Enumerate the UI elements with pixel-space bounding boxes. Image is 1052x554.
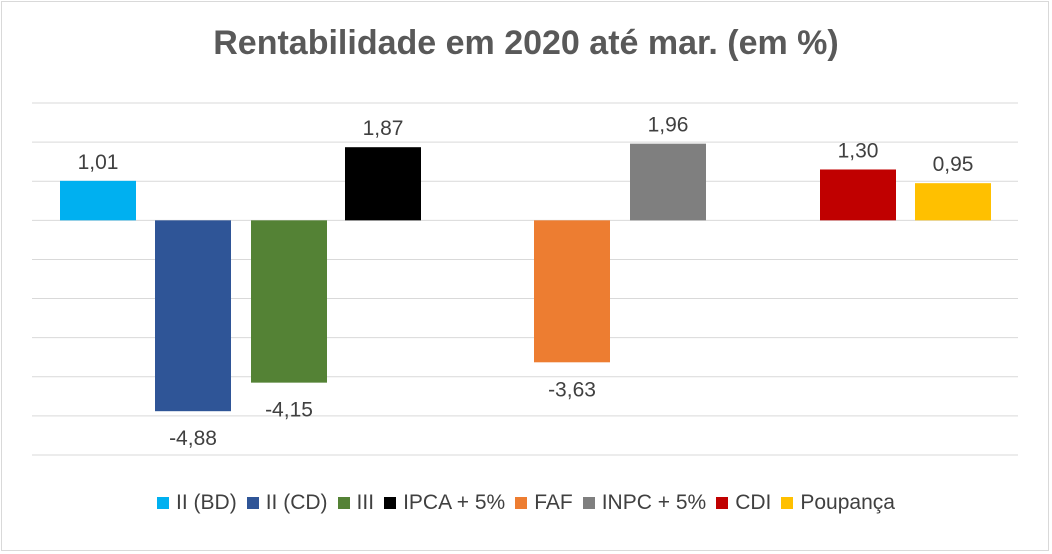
legend-swatch [582,497,595,509]
data-label: -4,88 [169,427,217,450]
legend-label: INPC + 5% [601,491,707,514]
legend-swatch [716,497,729,509]
bar-ipca-5 [345,147,421,221]
legend-swatch [384,497,397,509]
data-label: 0,95 [933,153,974,176]
bar-cdi [820,169,896,221]
data-label: -4,15 [265,399,313,422]
bar-ii-cd [155,220,231,412]
legend-item: II (BD) [157,491,237,515]
legend-item: III [337,491,375,515]
data-label: 1,01 [78,151,119,174]
bar-ii-bd [60,180,136,221]
legend-swatch [337,497,350,509]
legend-item: Poupança [781,491,895,515]
legend-item: CDI [716,491,771,515]
legend-label: III [356,491,375,514]
legend-item: FAF [515,491,573,515]
chart-title: Rentabilidade em 2020 até mar. (em %) [213,24,839,62]
legend-swatch [157,497,170,509]
legend-label: II (BD) [176,491,237,514]
legend-item: IPCA + 5% [384,491,505,515]
data-label: 1,30 [838,139,879,162]
legend-swatch [246,497,259,509]
data-label: 1,87 [363,117,404,140]
data-label: 1,96 [648,114,689,137]
legend-item: INPC + 5% [582,491,707,515]
legend-label: Poupança [800,491,895,514]
bar-poupan-a [915,183,991,221]
legend-swatch [515,497,528,509]
bar-faf [534,220,610,363]
bar-iii [251,220,327,383]
chart-legend: II (BD) II (CD) III IPCA + 5% FAF INPC + 5% CD… [0,491,1052,515]
bar-inpc-5 [630,143,706,221]
legend-label: FAF [534,491,573,514]
legend-label: CDI [735,491,772,514]
legend-swatch [781,497,794,509]
data-label: -3,63 [548,378,596,401]
legend-label: II (CD) [265,491,328,514]
legend-item: II (CD) [246,491,328,515]
legend-label: IPCA + 5% [403,491,506,514]
